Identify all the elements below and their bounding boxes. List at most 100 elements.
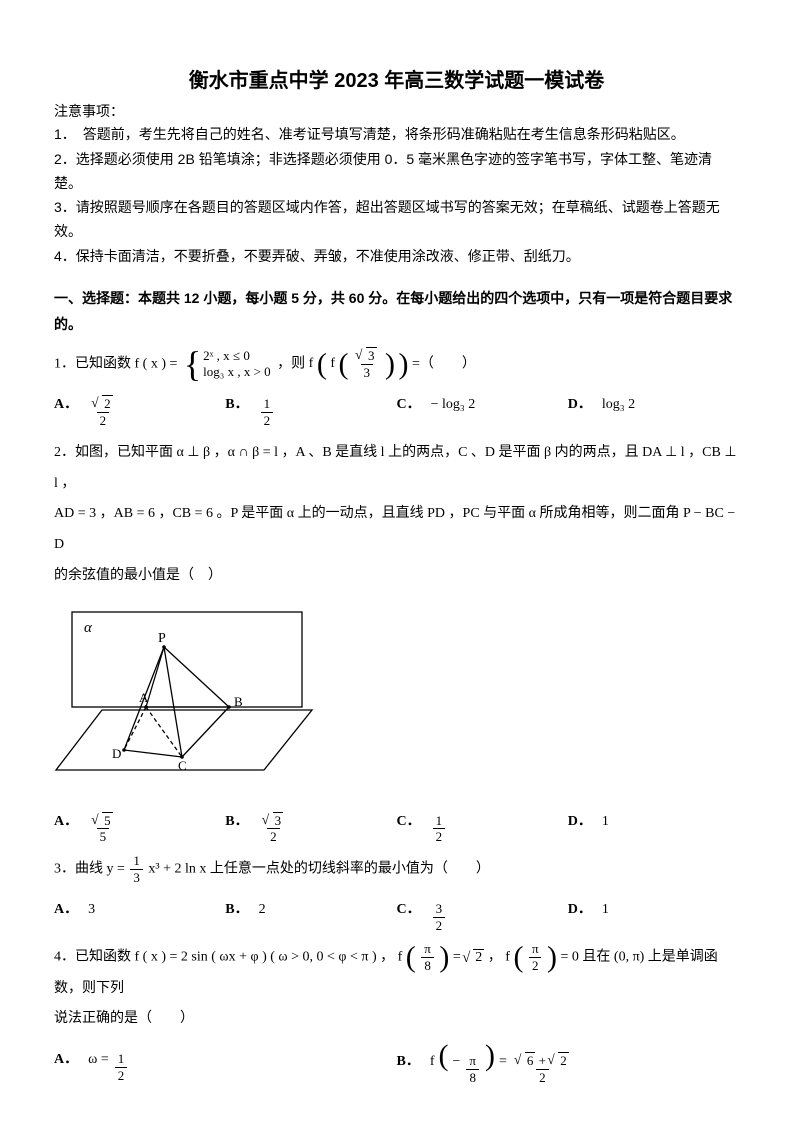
frac-num: 3 [433,902,446,917]
option-lead: f [430,1047,435,1076]
sqrt-rad: 2 [558,1052,569,1068]
fraction: 3 3 [354,349,380,379]
frac-den: 2 [536,1069,549,1085]
fraction: 1 2 [433,814,446,844]
paren-icon: ( [406,941,416,974]
q1-ff: f ( f ( 3 3 ) ) [309,356,412,371]
paren-icon: ) [547,941,557,974]
option-d: D． log₃ 2 [568,390,739,427]
label-p: P [158,631,166,646]
q4-lead: 4．已知函数 f ( x ) = 2 sin ( ωx + φ ) ( ω > … [54,950,394,965]
exam-page: 衡水市重点中学 2023 年高三数学试题一模试卷 注意事项： 1． 答题前，考生… [0,0,793,1130]
q4-options: A． ω = 1 2 B． f ( − π 8 ) = 6 + 2 [54,1045,739,1084]
sqrt-rad: 5 [102,812,113,828]
paren-icon: ( [317,348,327,381]
q3-rest: x³ + 2 ln x 上任意一点处的切线斜率的最小值为（ ） [148,861,489,876]
option-c: C． − log₃ 2 [397,390,568,427]
frac-den: 8 [421,957,434,973]
piece-2: log₃ x , x > 0 [203,364,270,380]
q1-options: A． 2 2 B． 1 2 C． − log₃ 2 D． log₃ 2 [54,390,739,427]
paren-icon: ) [439,941,449,974]
option-d: D．1 [568,895,739,932]
q2-line-a: 2．如图，已知平面 α ⊥ β ，α ∩ β = l ，A 、B 是直线 l 上… [54,438,739,500]
option-value: − log₃ 2 [431,390,476,419]
option-value: 2 [259,895,266,924]
q3-options: A．3 B．2 C． 3 2 D．1 [54,895,739,932]
frac-den: 2 [433,828,446,844]
option-label: C． [397,807,421,836]
fraction: π 8 [466,1054,479,1084]
frac-den: 2 [529,957,542,973]
frac-num: 1 [130,854,143,869]
q2-options: A． 5 5 B． 3 2 C． 1 2 D． 1 [54,807,739,844]
frac-den: 2 [267,828,280,844]
sqrt-rad: 6 [525,1052,536,1068]
paren-icon: ) [385,348,395,381]
q2-line-b: AD = 3 ，AB = 6 ，CB = 6 。P 是平面 α 上的一动点，且直… [54,499,739,561]
option-a: A． ω = 1 2 [54,1045,397,1084]
ff-outer-f: f [309,356,314,371]
minus-sign: − [453,1047,461,1076]
q1-fx: f ( x ) = [135,356,178,371]
geometry-diagram: α P A B D C [54,602,314,792]
label-d: D [112,746,121,761]
option-label: A． [54,895,78,924]
option-label: C． [397,895,421,924]
notice-item: 1． 答题前，考生先将自己的姓名、准考证号填写清楚，将条形码准确粘贴在考生信息条… [54,123,739,147]
option-d: D． 1 [568,807,739,844]
frac-num: π [466,1054,479,1069]
option-label: D． [568,390,592,419]
fraction: 5 5 [90,814,116,844]
option-label: B． [225,390,248,419]
sqrt-rad: 3 [273,812,284,828]
sqrt-rad: 2 [473,949,484,965]
option-b: B． 3 2 [225,807,396,844]
plus-sign: + [539,1053,546,1068]
frac-den: 8 [466,1069,479,1085]
frac-num: 6 + 2 [513,1054,572,1069]
paren-icon: ( [513,941,523,974]
fraction: 1 3 [130,854,143,884]
frac-num: π [529,942,542,957]
paren-icon: ) [399,348,409,381]
q3-lead: 3．曲线 [54,861,107,876]
q4-mid: ， [488,950,502,965]
frac-den: 3 [361,364,374,380]
option-a: A．3 [54,895,225,932]
label-a: A [139,690,149,705]
sqrt-rad: 3 [366,347,377,363]
option-c: C． 3 2 [397,895,568,932]
page-title: 衡水市重点中学 2023 年高三数学试题一模试卷 [54,64,739,93]
q2-line-c: 的余弦值的最小值是（ ） [54,561,739,592]
eq-sign: = [499,1047,507,1076]
option-label: B． [397,1047,420,1076]
q1-mid: ，则 [277,356,305,371]
option-c: C． 1 2 [397,807,568,844]
fraction: 6 + 2 2 [513,1054,572,1084]
q3-yeq: y = [107,861,125,876]
fraction: π 2 [529,942,542,972]
option-label: B． [225,807,248,836]
q4-eq: = [453,950,461,965]
piece-1: 2ˣ , x ≤ 0 [203,348,270,364]
frac-num: 1 [433,814,446,829]
label-c: C [178,758,187,773]
question-2: 2．如图，已知平面 α ⊥ β ，α ∩ β = l ，A 、B 是直线 l 上… [54,438,739,592]
question-3: 3．曲线 y = 1 3 x³ + 2 ln x 上任意一点处的切线斜率的最小值… [54,854,739,885]
paren-icon: ( [439,1045,449,1066]
piecewise: { 2ˣ , x ≤ 0 log₃ x , x > 0 [184,348,271,381]
piecewise-rows: 2ˣ , x ≤ 0 log₃ x , x > 0 [203,348,270,381]
frac-num: π [421,942,434,957]
option-a: A． 5 5 [54,807,225,844]
section-heading: 一、选择题：本题共 12 小题，每小题 5 分，共 60 分。在每小题给出的四个… [54,285,739,338]
q2-figure: α P A B D C [54,602,739,797]
option-value: log₃ 2 [602,390,635,419]
option-label: A． [54,1045,78,1074]
option-value: 1 [602,895,609,924]
label-b: B [234,694,243,709]
frac-den: 2 [261,412,274,428]
option-label: C． [397,390,421,419]
q1-lead: 1．已知函数 [54,356,131,371]
option-label: B． [225,895,248,924]
frac-den: 5 [97,828,110,844]
